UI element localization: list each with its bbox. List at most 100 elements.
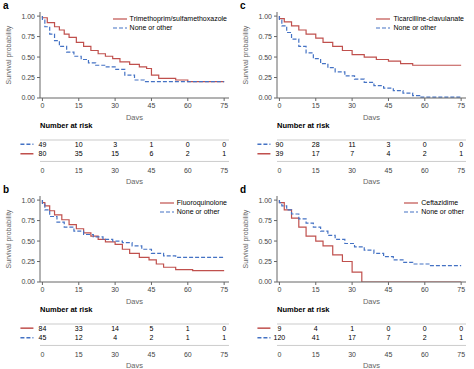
svg-text:1.00: 1.00 xyxy=(21,13,35,20)
svg-text:75: 75 xyxy=(457,102,465,109)
svg-text:0.25: 0.25 xyxy=(258,74,272,81)
svg-text:90: 90 xyxy=(276,141,284,148)
svg-text:3: 3 xyxy=(113,141,117,148)
svg-text:1.00: 1.00 xyxy=(258,197,272,204)
svg-text:5: 5 xyxy=(150,325,154,332)
svg-text:30: 30 xyxy=(348,102,356,109)
svg-text:12: 12 xyxy=(75,334,83,341)
svg-text:4: 4 xyxy=(387,150,391,157)
svg-text:0: 0 xyxy=(277,351,281,358)
svg-text:0.75: 0.75 xyxy=(258,33,272,40)
svg-text:0: 0 xyxy=(387,325,391,332)
svg-text:15: 15 xyxy=(75,286,83,293)
svg-text:30: 30 xyxy=(348,286,356,293)
svg-text:30: 30 xyxy=(111,286,119,293)
svg-text:Days: Days xyxy=(363,177,380,184)
svg-text:35: 35 xyxy=(75,150,83,157)
svg-text:30: 30 xyxy=(348,351,356,358)
svg-text:30: 30 xyxy=(111,102,119,109)
svg-text:75: 75 xyxy=(457,351,465,358)
svg-text:15: 15 xyxy=(75,351,83,358)
svg-text:0: 0 xyxy=(277,286,281,293)
svg-text:2: 2 xyxy=(150,334,154,341)
svg-text:Days: Days xyxy=(126,177,143,184)
svg-text:7: 7 xyxy=(387,334,391,341)
svg-text:45: 45 xyxy=(39,334,47,341)
svg-text:Days: Days xyxy=(363,361,380,368)
svg-text:60: 60 xyxy=(421,286,429,293)
svg-text:30: 30 xyxy=(111,351,119,358)
svg-text:30: 30 xyxy=(348,167,356,174)
svg-text:75: 75 xyxy=(220,351,228,358)
svg-text:45: 45 xyxy=(148,102,156,109)
svg-text:0.75: 0.75 xyxy=(21,33,35,40)
svg-text:1: 1 xyxy=(459,334,463,341)
svg-text:0.25: 0.25 xyxy=(21,258,35,265)
svg-text:0: 0 xyxy=(40,102,44,109)
svg-text:17: 17 xyxy=(348,334,356,341)
svg-text:1: 1 xyxy=(222,150,226,157)
svg-text:33: 33 xyxy=(75,325,83,332)
svg-text:49: 49 xyxy=(39,141,47,148)
svg-text:30: 30 xyxy=(111,167,119,174)
svg-text:60: 60 xyxy=(421,102,429,109)
svg-text:3: 3 xyxy=(387,141,391,148)
svg-text:60: 60 xyxy=(184,286,192,293)
svg-text:0.00: 0.00 xyxy=(258,278,272,285)
svg-text:0: 0 xyxy=(222,141,226,148)
svg-text:75: 75 xyxy=(220,286,228,293)
svg-text:15: 15 xyxy=(75,167,83,174)
svg-text:0.00: 0.00 xyxy=(21,94,35,101)
svg-text:1: 1 xyxy=(459,150,463,157)
svg-text:0: 0 xyxy=(40,286,44,293)
svg-text:1: 1 xyxy=(186,325,190,332)
svg-text:0.25: 0.25 xyxy=(21,74,35,81)
svg-text:0.50: 0.50 xyxy=(21,238,35,245)
svg-text:45: 45 xyxy=(385,286,393,293)
svg-text:45: 45 xyxy=(148,286,156,293)
svg-text:Survival probability: Survival probability xyxy=(242,209,250,268)
svg-text:0.50: 0.50 xyxy=(21,54,35,61)
svg-text:120: 120 xyxy=(274,334,286,341)
svg-text:2: 2 xyxy=(423,150,427,157)
svg-text:11: 11 xyxy=(348,141,355,148)
svg-text:0: 0 xyxy=(423,141,427,148)
svg-text:75: 75 xyxy=(457,167,465,174)
svg-text:Survival probability: Survival probability xyxy=(242,25,250,84)
svg-text:1.00: 1.00 xyxy=(21,197,35,204)
svg-text:17: 17 xyxy=(312,150,320,157)
svg-text:1.00: 1.00 xyxy=(258,13,272,20)
svg-text:6: 6 xyxy=(150,150,154,157)
svg-text:0: 0 xyxy=(40,351,44,358)
svg-text:15: 15 xyxy=(312,102,320,109)
svg-text:15: 15 xyxy=(111,150,119,157)
svg-text:Survival probability: Survival probability xyxy=(5,25,13,84)
svg-text:60: 60 xyxy=(421,167,429,174)
svg-text:0.25: 0.25 xyxy=(258,258,272,265)
svg-text:1: 1 xyxy=(186,334,190,341)
svg-text:39: 39 xyxy=(276,150,284,157)
svg-text:1: 1 xyxy=(350,325,354,332)
svg-text:0.00: 0.00 xyxy=(21,278,35,285)
svg-text:45: 45 xyxy=(385,351,393,358)
svg-text:Days: Days xyxy=(126,361,143,368)
svg-text:Days: Days xyxy=(126,113,143,120)
svg-text:1: 1 xyxy=(222,334,226,341)
svg-text:0: 0 xyxy=(186,141,190,148)
svg-text:0.75: 0.75 xyxy=(21,217,35,224)
svg-text:15: 15 xyxy=(75,102,83,109)
svg-text:10: 10 xyxy=(75,141,83,148)
svg-text:45: 45 xyxy=(385,167,393,174)
svg-text:Days: Days xyxy=(363,297,380,304)
svg-text:Survival probability: Survival probability xyxy=(5,209,13,268)
svg-text:15: 15 xyxy=(312,351,320,358)
svg-text:75: 75 xyxy=(220,102,228,109)
svg-text:41: 41 xyxy=(312,334,320,341)
svg-text:0.50: 0.50 xyxy=(258,238,272,245)
svg-text:1: 1 xyxy=(150,141,154,148)
svg-text:45: 45 xyxy=(385,102,393,109)
svg-text:0.00: 0.00 xyxy=(258,94,272,101)
svg-text:2: 2 xyxy=(423,334,427,341)
svg-text:0: 0 xyxy=(423,325,427,332)
svg-text:80: 80 xyxy=(39,150,47,157)
